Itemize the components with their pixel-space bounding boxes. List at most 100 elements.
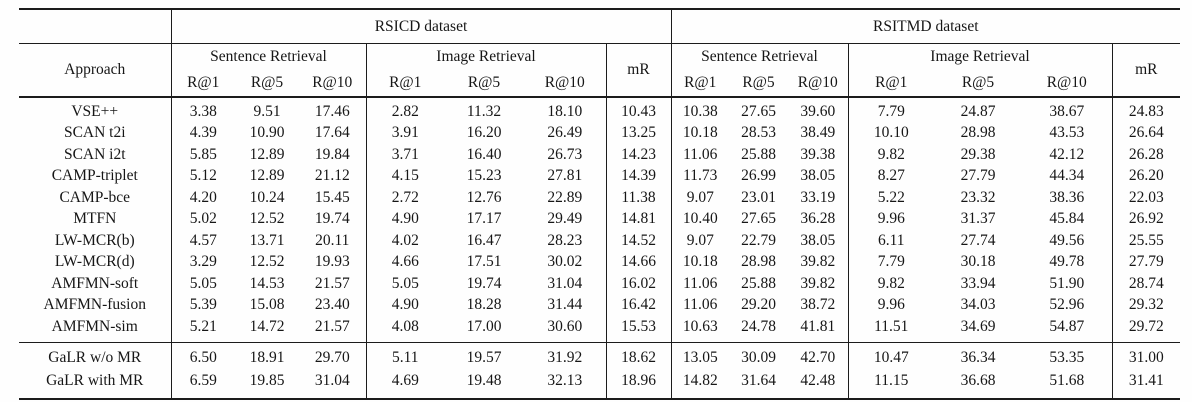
metric-cell: 7.79	[847, 251, 934, 273]
metric-cell: 19.74	[466, 274, 502, 292]
metric-cell: 27.65	[741, 210, 776, 228]
metric-cell: 12.52	[249, 210, 285, 228]
sentence-retrieval-header-rsitmd: Sentence Retrieval	[670, 43, 848, 70]
metric-cell: 16.02	[605, 273, 671, 295]
metric-cell: 16.20	[466, 124, 502, 142]
metric-cell: 10.90	[249, 124, 285, 142]
metric-cell: 29.20	[741, 296, 776, 314]
metric-cell: 18.62	[605, 342, 671, 370]
metric-cell: 45.84	[1049, 210, 1085, 228]
metric-header: R@1	[670, 70, 729, 98]
metric-cell: 27.79	[1111, 251, 1181, 273]
metric-cell: 26.20	[1111, 165, 1181, 187]
metric-cell: 14.39	[605, 165, 671, 187]
metric-cell: 11.15	[847, 369, 934, 399]
metric-cell: 26.73	[547, 145, 583, 163]
metric-cell: 19.48	[466, 372, 502, 389]
metric-cell: 26.92	[1111, 208, 1181, 230]
metric-cell: 9.51	[253, 102, 281, 120]
metric-cell: 31.64	[741, 372, 776, 389]
metric-cell: 13.25	[605, 122, 671, 144]
metric-cell: 10.18	[670, 122, 729, 144]
metric-cell: 5.02	[170, 208, 235, 230]
metric-cell: 3.29	[170, 251, 235, 273]
metric-cell: 3.71	[365, 144, 444, 166]
metric-cell: 39.82	[800, 253, 836, 271]
metric-cell: 3.38	[170, 97, 235, 123]
image-retrieval-header-rsicd: Image Retrieval	[365, 43, 606, 70]
metric-cell: 26.64	[1111, 122, 1181, 144]
approach-cell: MTFN	[73, 210, 117, 228]
metric-header: R@10	[524, 70, 606, 98]
metric-cell: 31.04	[547, 274, 583, 292]
metric-cell: 5.05	[365, 273, 444, 295]
table-row: AMFMN-fusion 5.39 15.08 23.40 4.90 18.28 31.44…	[19, 294, 1181, 316]
metric-header: R@10	[788, 70, 848, 98]
metric-cell: 36.34	[960, 349, 996, 366]
metric-cell: 36.28	[800, 210, 836, 228]
metric-cell: 28.98	[960, 124, 996, 142]
metric-cell: 22.79	[741, 231, 776, 249]
metric-cell: 29.72	[1111, 316, 1181, 343]
metric-cell: 5.22	[847, 187, 934, 209]
metric-header: R@1	[170, 70, 235, 98]
metric-cell: 12.89	[249, 167, 285, 185]
metric-cell: 23.32	[960, 188, 996, 206]
metric-cell: 10.40	[670, 208, 729, 230]
metric-cell: 14.23	[605, 144, 671, 166]
metric-cell: 11.32	[466, 102, 502, 120]
table-body-galr: GaLR w/o MR 6.50 18.91 29.70 5.11 19.57 31.92 1…	[19, 342, 1181, 399]
metric-cell: 23.01	[741, 188, 776, 206]
metric-cell: 21.57	[299, 316, 366, 343]
table-row: GaLR with MR 6.59 19.85 31.04 4.69 19.48 32.13…	[19, 369, 1181, 399]
metric-cell: 51.68	[1049, 372, 1085, 389]
metric-cell: 2.82	[365, 97, 444, 123]
metric-cell: 22.89	[547, 188, 583, 206]
metric-cell: 5.85	[170, 144, 235, 166]
metric-cell: 49.56	[1049, 231, 1085, 249]
metric-cell: 31.41	[1111, 369, 1181, 399]
dataset-header-rsitmd: RSITMD dataset	[670, 9, 1181, 44]
metric-cell: 27.79	[960, 167, 996, 185]
metric-cell: 30.09	[741, 349, 776, 366]
metric-cell: 43.53	[1049, 124, 1085, 142]
approach-cell: SCAN t2i	[63, 124, 126, 142]
metric-header-row: R@1 R@5 R@10 R@1 R@5 R@10 R@1 R@5 R@10 R…	[19, 70, 1180, 98]
metric-cell: 11.06	[670, 294, 729, 316]
metric-cell: 41.81	[788, 316, 848, 343]
metric-cell: 24.78	[729, 316, 788, 343]
metric-cell: 39.38	[800, 145, 836, 163]
metric-cell: 30.18	[960, 253, 996, 271]
metric-cell: 16.40	[466, 145, 502, 163]
metric-header: R@5	[444, 70, 524, 98]
metric-cell: 39.60	[800, 102, 836, 120]
metric-cell: 13.05	[670, 342, 729, 370]
metric-cell: 29.38	[960, 145, 996, 163]
metric-cell: 21.12	[314, 167, 350, 185]
metric-cell: 18.96	[605, 369, 671, 399]
metric-cell: 10.18	[670, 251, 729, 273]
metric-cell: 30.60	[524, 316, 606, 343]
table-row: VSE++ 3.38 9.51 17.46 2.82 11.32 18.10 10.43 10.…	[19, 97, 1181, 123]
metric-cell: 14.72	[235, 316, 299, 343]
metric-cell: 4.57	[170, 230, 235, 252]
metric-cell: 42.12	[1049, 145, 1085, 163]
mr-header-rsicd: mR	[605, 43, 671, 98]
metric-cell: 17.64	[314, 124, 350, 142]
metric-cell: 18.28	[466, 296, 502, 314]
metric-cell: 8.27	[847, 165, 934, 187]
metric-cell: 9.96	[847, 294, 934, 316]
metric-cell: 5.11	[365, 342, 444, 370]
metric-cell: 16.42	[605, 294, 671, 316]
metric-cell: 27.81	[547, 167, 583, 185]
image-retrieval-header-rsitmd: Image Retrieval	[847, 43, 1112, 70]
results-table: RSICD dataset RSITMD dataset Approach Se…	[19, 8, 1181, 400]
approach-cell: GaLR w/o MR	[48, 349, 142, 366]
metric-cell: 9.07	[670, 187, 729, 209]
approach-cell: GaLR with MR	[46, 372, 144, 389]
metric-cell: 19.93	[314, 253, 350, 271]
metric-cell: 31.44	[547, 296, 583, 314]
metric-cell: 6.50	[170, 342, 235, 370]
approach-cell: VSE++	[71, 102, 119, 120]
metric-cell: 33.19	[800, 188, 836, 206]
